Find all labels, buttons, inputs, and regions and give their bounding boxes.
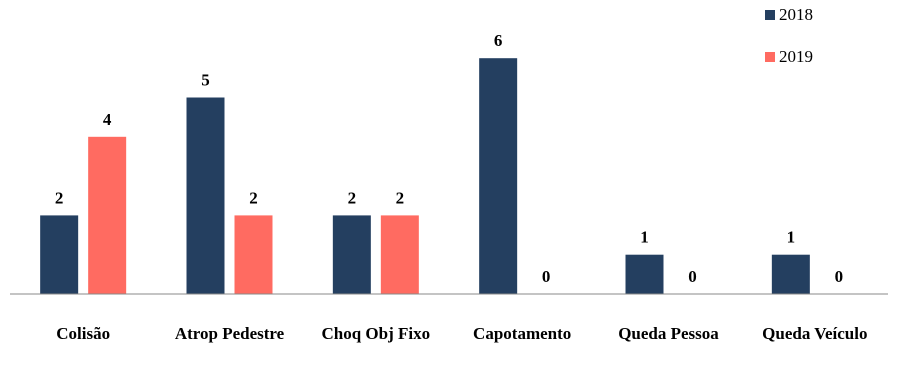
value-label-2018-2: 5 [201,71,210,90]
bar-2018-3 [332,215,371,294]
category-label-4: Capotamento [473,324,571,343]
value-label-2019-3: 2 [396,188,405,207]
value-label-2018-3: 2 [348,188,357,207]
legend-label-2019: 2019 [779,47,813,66]
value-labels-group: 2 4 5 2 2 2 6 0 1 0 1 0 [55,31,843,286]
bar-2018-2 [186,97,225,294]
value-label-2018-5: 1 [640,228,649,247]
bars-group [40,58,810,295]
category-label-3: Choq Obj Fixo [322,324,431,343]
category-label-5: Queda Pessoa [618,324,719,343]
category-label-1: Colisão [56,324,110,343]
value-label-2019-1: 4 [103,110,112,129]
bar-2019-1 [88,136,127,294]
value-label-2019-2: 2 [249,188,258,207]
bar-2018-4 [479,58,518,295]
category-label-6: Queda Veículo [762,324,867,343]
bar-2018-5 [625,254,664,294]
legend-swatch-2018 [765,10,775,20]
bar-2019-2 [234,215,273,294]
value-label-2019-5: 0 [688,267,697,286]
legend: 2018 2019 [765,5,813,66]
bar-2018-1 [40,215,79,294]
value-label-2018-6: 1 [787,228,796,247]
bar-2019-3 [380,215,419,294]
legend-swatch-2019 [765,52,775,62]
legend-label-2018: 2018 [779,5,813,24]
value-label-2019-6: 0 [835,267,844,286]
value-label-2018-4: 6 [494,31,503,50]
value-label-2019-4: 0 [542,267,551,286]
bar-2018-6 [771,254,810,294]
category-label-2: Atrop Pedestre [175,324,285,343]
category-labels-group: Colisão Atrop Pedestre Choq Obj Fixo Capota… [56,324,867,343]
value-label-2018-1: 2 [55,188,64,207]
